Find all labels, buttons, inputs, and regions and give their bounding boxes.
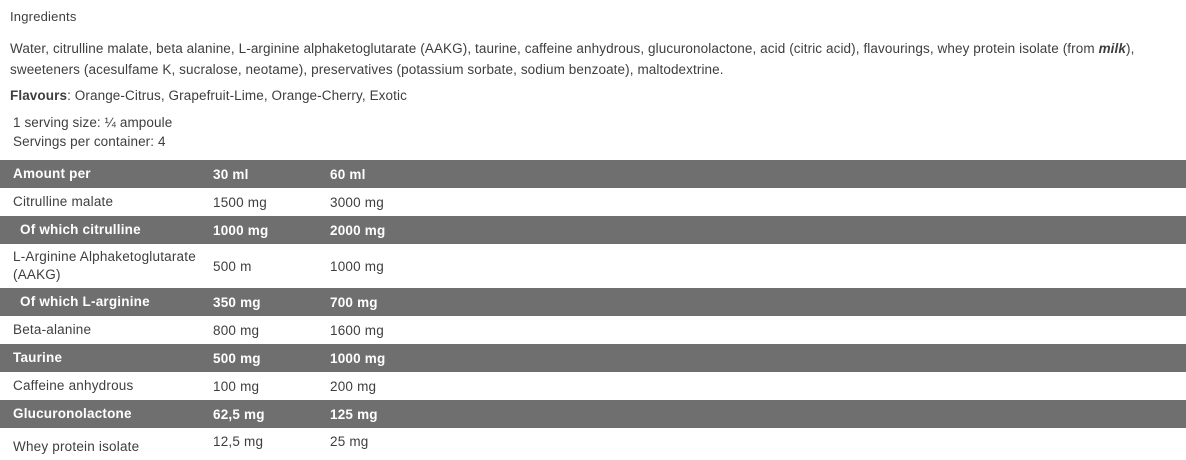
row-value-30ml: 800 mg: [213, 322, 260, 338]
row-name: L-Arginine Alphaketoglutarate (AAKG): [13, 249, 196, 282]
flavours-label: Flavours: [10, 88, 68, 103]
table-row: Whey protein isolate 12,5 mg 25 mg: [0, 428, 1186, 460]
table-row: Citrulline malate 1500 mg 3000 mg: [0, 188, 1186, 216]
row-value-60ml: 1000 mg: [330, 258, 384, 274]
nutrition-table: Amount per 30 ml 60 ml Citrulline malate…: [0, 160, 1186, 460]
row-name: Of which L-arginine: [20, 294, 150, 309]
row-name: Of which citrulline: [20, 222, 141, 237]
row-value-60ml: 200 mg: [330, 378, 377, 394]
table-row: Glucuronolactone 62,5 mg 125 mg: [0, 400, 1186, 428]
row-value-60ml: 3000 mg: [330, 194, 384, 210]
row-value-60ml: 1600 mg: [330, 322, 384, 338]
table-row: Taurine 500 mg 1000 mg: [0, 344, 1186, 372]
row-name: Whey protein isolate: [13, 439, 140, 454]
table-header-row: Amount per 30 ml 60 ml: [0, 160, 1186, 188]
ingredients-milk-emphasis: milk: [1098, 41, 1126, 56]
table-row: L-Arginine Alphaketoglutarate (AAKG) 500…: [0, 244, 1186, 288]
table-row: Beta-alanine 800 mg 1600 mg: [0, 316, 1186, 344]
row-value-60ml: 2000 mg: [330, 222, 386, 238]
header-60ml: 60 ml: [330, 166, 366, 182]
header-30ml: 30 ml: [213, 166, 249, 182]
ingredients-paragraph: Water, citrulline malate, beta alanine, …: [10, 38, 1176, 80]
row-value-30ml: 12,5 mg: [213, 434, 264, 449]
serving-size-line: 1 serving size: ¼ ampoule: [13, 115, 173, 130]
row-name: Caffeine anhydrous: [13, 378, 134, 393]
row-value-30ml: 1500 mg: [213, 194, 267, 210]
row-value-30ml: 350 mg: [213, 294, 261, 310]
row-name: Glucuronolactone: [13, 406, 132, 421]
table-row: Of which L-arginine 350 mg 700 mg: [0, 288, 1186, 316]
serving-info: 1 serving size: ¼ ampoule Servings per c…: [10, 113, 1176, 151]
row-value-60ml: 25 mg: [330, 434, 369, 449]
flavours-line: Flavours: Orange-Citrus, Grapefruit-Lime…: [10, 88, 1176, 103]
flavours-value: : Orange-Citrus, Grapefruit-Lime, Orange…: [67, 88, 407, 103]
row-value-60ml: 1000 mg: [330, 350, 386, 366]
servings-per-container-line: Servings per container: 4: [13, 134, 166, 149]
row-value-60ml: 125 mg: [330, 406, 378, 422]
row-value-30ml: 500 m: [213, 258, 252, 274]
row-value-30ml: 1000 mg: [213, 222, 269, 238]
table-row: Caffeine anhydrous 100 mg 200 mg: [0, 372, 1186, 400]
ingredients-text-before: Water, citrulline malate, beta alanine, …: [10, 41, 1099, 56]
table-row: Of which citrulline 1000 mg 2000 mg: [0, 216, 1186, 244]
row-value-60ml: 700 mg: [330, 294, 378, 310]
row-name: Taurine: [13, 350, 63, 365]
section-title: Ingredients: [10, 9, 77, 24]
row-name: Citrulline malate: [13, 194, 114, 209]
row-value-30ml: 500 mg: [213, 350, 261, 366]
row-name: Beta-alanine: [13, 322, 92, 337]
row-value-30ml: 100 mg: [213, 378, 260, 394]
row-value-30ml: 62,5 mg: [213, 406, 265, 422]
ingredients-text-after: ), sweeteners (acesulfame K, sucralose, …: [10, 41, 1135, 77]
header-amount-per: Amount per: [13, 166, 91, 181]
